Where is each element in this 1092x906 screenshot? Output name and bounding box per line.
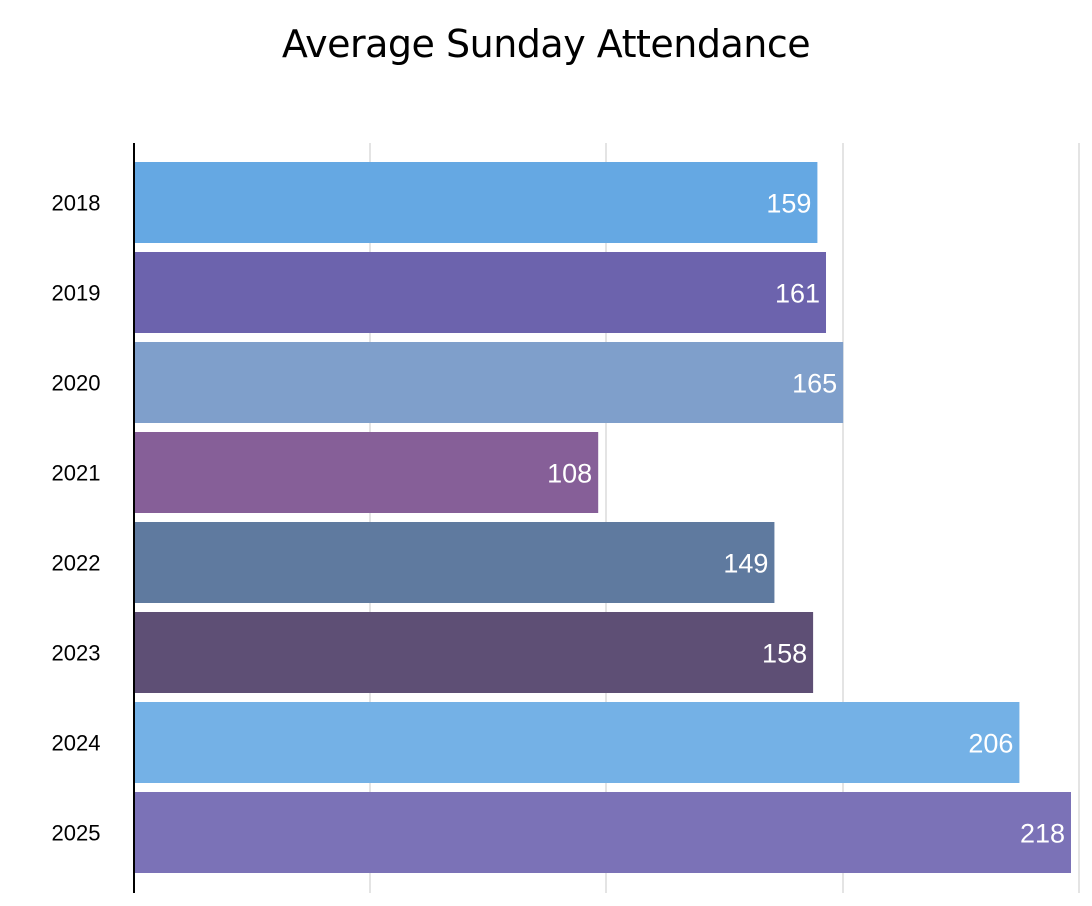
value-label-2021: 108 xyxy=(547,459,592,489)
bar-2022 xyxy=(134,522,775,603)
bars xyxy=(134,162,1071,873)
bar-2018 xyxy=(134,162,818,243)
category-label-2019: 2019 xyxy=(52,281,101,306)
bar-2023 xyxy=(134,612,814,693)
labels: 2018 159 2019 161 2020 165 2021 108 2022 149 2023 1… xyxy=(52,189,1065,849)
value-label-2024: 206 xyxy=(968,729,1013,759)
category-label-2024: 2024 xyxy=(52,731,101,756)
chart-title: Average Sunday Attendance xyxy=(281,22,811,66)
bar-2020 xyxy=(134,342,844,423)
value-label-2022: 149 xyxy=(723,549,768,579)
value-label-2018: 159 xyxy=(766,189,811,219)
bar-2021 xyxy=(134,432,599,513)
value-label-2023: 158 xyxy=(762,639,807,669)
category-label-2018: 2018 xyxy=(52,191,101,216)
value-label-2020: 165 xyxy=(792,369,837,399)
bar-2024 xyxy=(134,702,1020,783)
value-label-2025: 218 xyxy=(1020,819,1065,849)
bar-2025 xyxy=(134,792,1071,873)
category-label-2020: 2020 xyxy=(52,371,101,396)
category-label-2025: 2025 xyxy=(52,821,101,846)
bar-2019 xyxy=(134,252,827,333)
category-label-2022: 2022 xyxy=(52,551,101,576)
category-label-2021: 2021 xyxy=(52,461,101,486)
value-label-2019: 161 xyxy=(775,279,820,309)
category-label-2023: 2023 xyxy=(52,641,101,666)
